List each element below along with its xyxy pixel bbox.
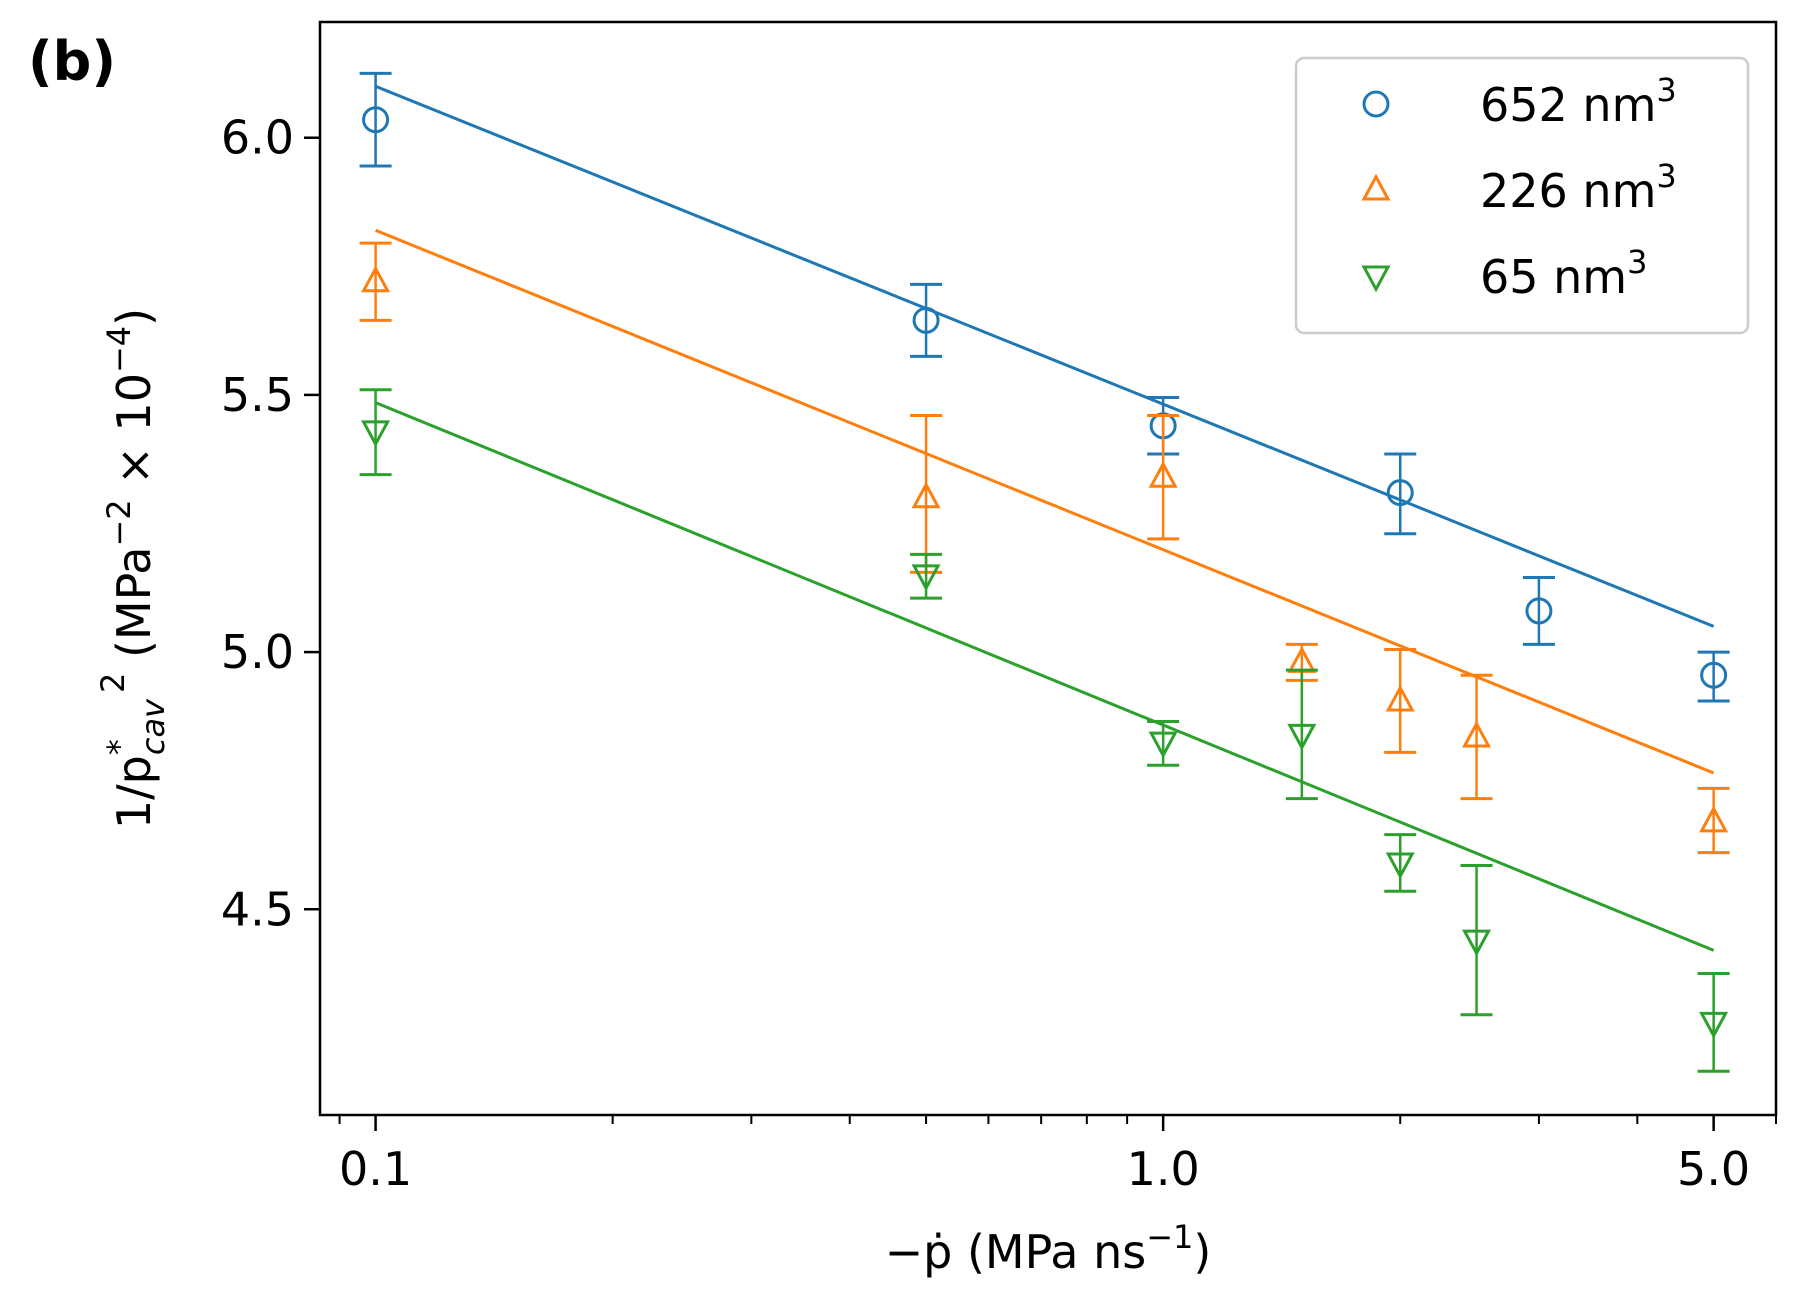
- y-axis-title-part: −2: [100, 499, 138, 546]
- fit-line: [375, 84, 1715, 628]
- legend-label-exponent: 3: [1627, 243, 1647, 281]
- legend-box: [1294, 56, 1750, 335]
- data-point: [1148, 460, 1178, 488]
- y-axis-title-part: (MPa: [107, 547, 161, 673]
- data-point: [1385, 852, 1415, 880]
- data-point: [911, 481, 941, 509]
- error-bar: [359, 241, 392, 322]
- y-axis-title-part: −4: [100, 326, 138, 373]
- error-bar: [1285, 668, 1318, 801]
- plot-area: [359, 71, 1730, 1073]
- data-point: [1700, 661, 1728, 689]
- y-axis-title-part: *: [100, 739, 138, 755]
- data-point: [1699, 805, 1729, 833]
- legend-marker: [1361, 265, 1391, 293]
- plot-frame: [318, 20, 1778, 1117]
- data-point: [1148, 731, 1178, 759]
- error-bar: [359, 71, 392, 168]
- x-axis-title-main: −ṗ (MPa ns: [885, 1225, 1147, 1279]
- error-bar: [1697, 650, 1730, 703]
- y-axis-title-part: 2: [94, 673, 132, 693]
- data-point: [361, 265, 391, 293]
- data-point: [1525, 597, 1553, 625]
- x-axis-title-exponent: −1: [1146, 1218, 1193, 1256]
- error-bar: [910, 282, 943, 358]
- axes: 0.1 1.0 5.04.55.05.56.0−ṗ (MPa ns−1)1/p*ca…: [94, 20, 1778, 1279]
- y-tick-label: 5.0: [221, 625, 294, 679]
- error-bar: [1384, 452, 1417, 536]
- legend-label-main: 226 nm: [1480, 164, 1656, 218]
- error-bar: [1697, 972, 1730, 1073]
- data-point: [1699, 1011, 1729, 1039]
- error-bar: [1147, 413, 1180, 541]
- legend-item: 226 nm3: [1361, 157, 1677, 218]
- y-tick-label: 6.0: [221, 111, 294, 165]
- legend-item: 65 nm3: [1361, 243, 1647, 304]
- fit-line: [375, 228, 1715, 775]
- x-tick-label: 5.0: [1677, 1142, 1750, 1196]
- y-axis-title-part: 1/p: [107, 755, 161, 829]
- error-bar: [910, 413, 943, 574]
- error-bar: [359, 388, 392, 477]
- error-bar: [910, 552, 943, 600]
- legend-marker: [1362, 90, 1390, 118]
- x-tick-label: 0.1: [339, 1142, 412, 1196]
- data-point: [362, 106, 390, 134]
- data-point: [912, 306, 940, 334]
- series-2: [359, 228, 1730, 855]
- data-point: [1462, 929, 1492, 957]
- error-bar: [1384, 833, 1417, 893]
- error-bar: [1697, 786, 1730, 855]
- x-axis-title: −ṗ (MPa ns−1): [885, 1218, 1212, 1279]
- y-axis-title-part: × 10: [107, 373, 161, 499]
- fit-line: [375, 401, 1715, 952]
- legend-label-exponent: 3: [1656, 157, 1676, 195]
- x-axis-title-close: ): [1193, 1225, 1211, 1279]
- error-bar: [1522, 576, 1555, 646]
- y-tick-label: 4.5: [221, 882, 294, 936]
- y-axis-title-part: cav: [134, 698, 172, 755]
- error-bar: [1460, 673, 1493, 801]
- error-bar: [1384, 648, 1417, 754]
- legend-marker: [1361, 173, 1391, 201]
- y-axis-title: 1/p*cav2 (MPa−2 × 10−4): [94, 308, 172, 829]
- data-point: [1287, 723, 1317, 751]
- legend-label-exponent: 3: [1656, 71, 1676, 109]
- legend-label: 65 nm3: [1480, 243, 1647, 304]
- data-point: [1385, 684, 1415, 712]
- data-point: [361, 420, 391, 448]
- y-tick-label: 5.5: [221, 368, 294, 422]
- legend-label: 652 nm3: [1480, 71, 1677, 132]
- legend-item: 652 nm3: [1362, 71, 1677, 132]
- data-point: [911, 564, 941, 592]
- legend-label-main: 652 nm: [1480, 78, 1656, 132]
- panel-label: (b): [28, 30, 116, 93]
- data-point: [1462, 720, 1492, 748]
- legend-label: 226 nm3: [1480, 157, 1677, 218]
- error-bar: [1460, 864, 1493, 1017]
- legend-label-main: 65 nm: [1480, 250, 1627, 304]
- y-axis-title-part: ): [107, 308, 161, 326]
- data-point: [1386, 479, 1414, 507]
- x-tick-label: 1.0: [1127, 1142, 1200, 1196]
- series-3: [359, 388, 1730, 1073]
